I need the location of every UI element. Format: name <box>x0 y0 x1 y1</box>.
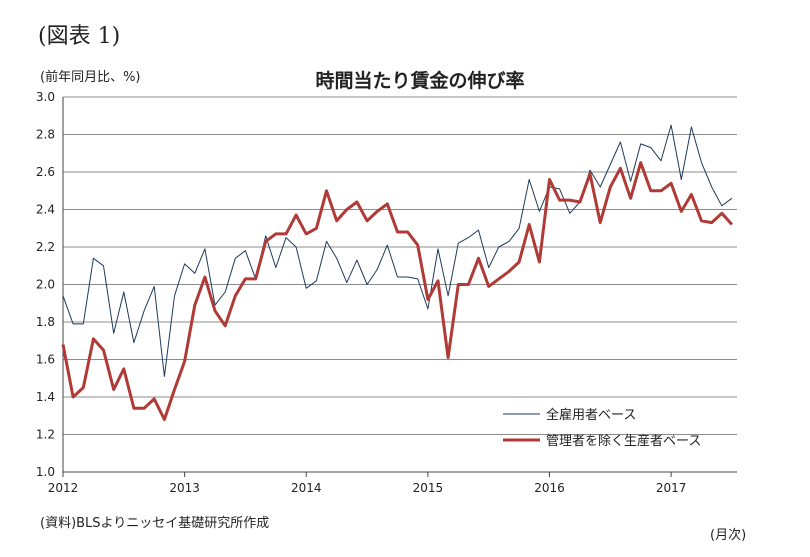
y-tick-label: 2.0 <box>36 278 55 292</box>
x-tick-label: 2017 <box>656 481 687 495</box>
x-tick-label: 2016 <box>534 481 565 495</box>
gridlines <box>62 96 737 473</box>
y-tick-label: 1.0 <box>36 465 55 479</box>
x-axis-unit-label: (月次) <box>710 528 747 543</box>
y-tick-label: 1.2 <box>36 428 55 442</box>
y-tick-label: 2.6 <box>36 165 55 179</box>
y-tick-label: 3.0 <box>36 90 55 104</box>
y-axis-unit-label: (前年同月比、%) <box>40 70 141 85</box>
x-tick-label: 2013 <box>169 481 200 495</box>
x-axis-ticks: 2012 2013 2014 2015 2016 2017 <box>48 472 687 495</box>
x-tick-label: 2014 <box>291 481 322 495</box>
y-tick-label: 2.8 <box>36 128 55 142</box>
figure-label: (図表 1) <box>38 24 121 49</box>
y-axis-ticks: 1.0 1.2 1.4 1.6 1.8 2.0 2.2 2.4 2.6 2.8 3.0 <box>36 90 55 479</box>
y-tick-label: 2.4 <box>36 203 55 217</box>
x-tick-label: 2012 <box>48 481 79 495</box>
y-tick-label: 1.4 <box>36 390 55 404</box>
legend-entry-label: 全雇用者ベース <box>546 407 636 423</box>
series-line-production-workers <box>61 161 734 421</box>
series-line-all-employees <box>62 124 733 377</box>
series-lines <box>61 124 734 421</box>
y-tick-label: 2.2 <box>36 240 55 254</box>
y-tick-label: 1.8 <box>36 315 55 329</box>
y-tick-label: 1.6 <box>36 353 55 367</box>
legend-entry-label: 管理者を除く生産者ベース <box>546 433 701 449</box>
source-note: (資料)BLSよりニッセイ基礎研究所作成 <box>40 516 270 531</box>
x-tick-label: 2015 <box>413 481 444 495</box>
chart-title: 時間当たり賃金の伸び率 <box>315 70 525 92</box>
